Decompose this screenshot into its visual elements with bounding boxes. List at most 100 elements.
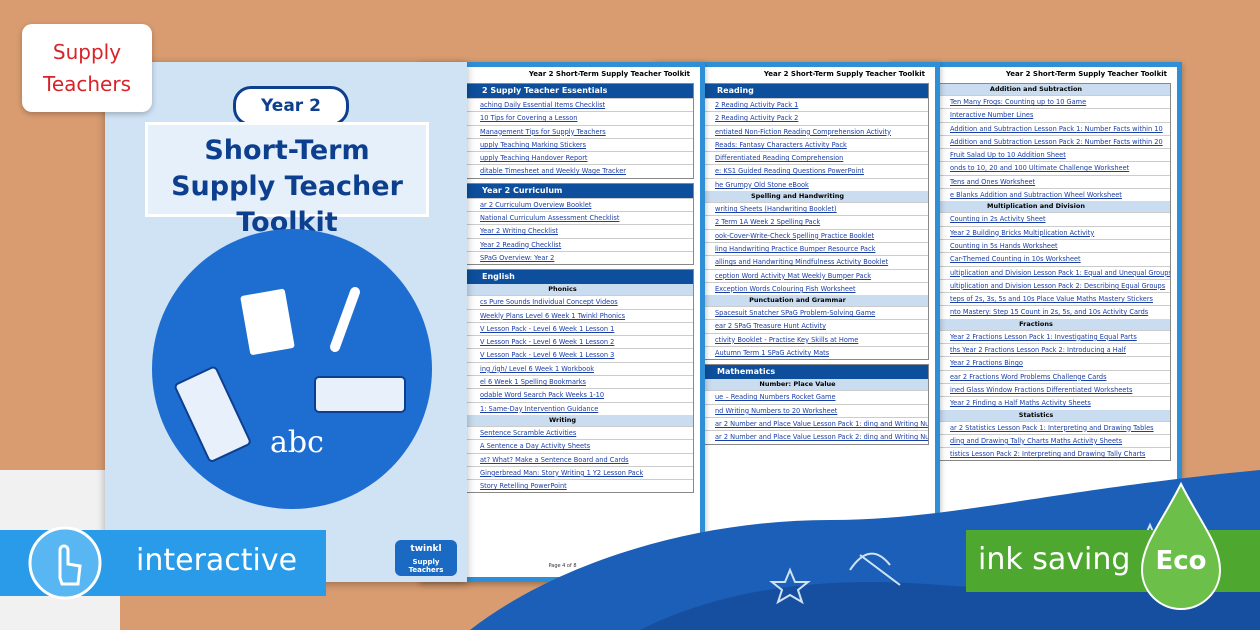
resource-link: ar 2 Number and Place Value Lesson Pack … — [667, 430, 928, 443]
resource-link: Year 2 Fractions Bingo — [902, 356, 1170, 369]
resource-link: entiated Non-Fiction Reading Comprehensi… — [667, 124, 928, 138]
group-heading: Writing — [432, 414, 693, 426]
resource-link: el 6 Week 1 Spelling Bookmarks — [432, 375, 693, 388]
group-heading: Spelling and Handwriting — [667, 191, 928, 203]
resource-link: ing /igh/ Level 6 Week 1 Workbook — [432, 361, 693, 375]
resource-link: onds to 10, 20 and 100 Ultimate Challeng… — [902, 161, 1170, 174]
resource-link: Counting in 2s Activity Sheet — [902, 212, 1170, 225]
eco-label: Eco — [1155, 546, 1207, 576]
resource-link: Story Retelling PowerPoint — [432, 479, 693, 492]
resource-link: ue – Reading Numbers Rocket Game — [667, 390, 928, 403]
resource-link: Interactive Number Lines — [902, 108, 1170, 121]
resource-link: upply Teaching Handover Report — [432, 151, 693, 164]
resource-link: ear 2 Fractions Word Problems Challenge … — [902, 369, 1170, 383]
cover-title: Short-Term Supply Teacher Toolkit — [145, 122, 429, 238]
resource-link: ear 2 SPaG Treasure Hunt Activity — [667, 319, 928, 332]
resource-link: ception Word Activity Mat Weekly Bumper … — [667, 268, 928, 282]
resource-link: ctivity Booklet - Practise Key Skills at… — [667, 332, 928, 346]
resource-link: SPaG Overview: Year 2 — [432, 250, 693, 264]
resource-section: 2 Supply Teacher Essentials aching Daily … — [431, 83, 694, 179]
resource-link: V Lesson Pack - Level 6 Week 1 Lesson 2 — [432, 335, 693, 348]
ink-label: ink saving — [978, 542, 1131, 577]
resource-link: ook-Cover-Write-Check Spelling Practice … — [667, 228, 928, 242]
logo-sub: Supply Teachers — [408, 558, 444, 574]
category-tag: Supply Teachers — [22, 24, 152, 112]
resource-link: Reads: Fantasy Characters Activity Pack — [667, 137, 928, 151]
resource-link: upply Teaching Marking Stickers — [432, 137, 693, 151]
resource-link: tistics Lesson Pack 2: Interpreting and … — [902, 447, 1170, 460]
resource-section: Year 2 Curriculum ar 2 Curriculum Overvie… — [431, 182, 694, 266]
resource-link: Addition and Subtraction Lesson Pack 2: … — [902, 134, 1170, 148]
group-heading: Number: Place Value — [667, 379, 928, 391]
resource-link: ding and Drawing Tally Charts Maths Acti… — [902, 433, 1170, 447]
group-heading: Multiplication and Division — [902, 201, 1170, 213]
resource-link: Autumn Term 1 SPaG Activity Mats — [667, 346, 928, 359]
eco-drop — [1140, 482, 1222, 610]
resource-link: Counting in 5s Hands Worksheet — [902, 238, 1170, 252]
resource-link: Tens and Ones Worksheet — [902, 174, 1170, 188]
logo: twinkl Supply Teachers — [395, 540, 457, 576]
resource-link: ar 2 Number and Place Value Lesson Pack … — [667, 416, 928, 430]
resource-link: aching Daily Essential Items Checklist — [432, 98, 693, 111]
cover: Year 2 Short-Term Supply Teacher Toolkit… — [105, 62, 467, 582]
interactive-banner: interactive — [0, 526, 326, 600]
section-title: English — [432, 270, 693, 285]
resource-link: 1: Same-Day Intervention Guidance — [432, 401, 693, 415]
page-footer: Page 4 of 8 — [548, 563, 577, 569]
page-header: Year 2 Short-Term Supply Teacher Toolkit — [1005, 70, 1167, 78]
section-title: 2 Supply Teacher Essentials — [432, 84, 693, 98]
resource-link: ditable Timesheet and Weekly Wage Tracke… — [432, 164, 693, 177]
resource-link: V Lesson Pack - Level 6 Week 1 Lesson 3 — [432, 348, 693, 361]
abc-icon: abc — [270, 425, 324, 460]
group-heading: Phonics — [432, 284, 693, 296]
resource-link: odable Word Search Pack Weeks 1-10 — [432, 388, 693, 401]
resource-link: nto Mastery: Step 15 Count in 2s, 5s, an… — [902, 305, 1170, 318]
group-heading: Addition and Subtraction — [902, 84, 1170, 95]
resource-link: ined Glass Window Fractions Differentiat… — [902, 382, 1170, 396]
resource-link: Year 2 Reading Checklist — [432, 237, 693, 251]
resource-link: ultiplication and Division Lesson Pack 2… — [902, 278, 1170, 292]
resource-link: teps of 2s, 3s, 5s and 10s Place Value M… — [902, 292, 1170, 305]
cover-illustration: abc — [152, 229, 432, 509]
resource-link: Car-Themed Counting in 10s Worksheet — [902, 252, 1170, 265]
resource-link: ar 2 Statistics Lesson Pack 1: Interpret… — [902, 420, 1170, 434]
resource-link: Differentiated Reading Comprehension — [667, 151, 928, 164]
resource-link: at? What? Make a Sentence Board and Card… — [432, 452, 693, 466]
interactive-label: interactive — [136, 543, 298, 578]
resource-link: Year 2 Finding a Half Maths Activity She… — [902, 396, 1170, 409]
resource-link: Weekly Plans Level 6 Week 1 Twinkl Phoni… — [432, 308, 693, 322]
resource-link: A Sentence a Day Activity Sheets — [432, 439, 693, 452]
resource-link: Spacesuit Snatcher SPaG Problem-Solving … — [667, 306, 928, 319]
group-heading: Fractions — [902, 318, 1170, 330]
resource-link: ar 2 Curriculum Overview Booklet — [432, 197, 693, 211]
page-header: Year 2 Short-Term Supply Teacher Toolkit — [763, 70, 925, 78]
resource-link: Gingerbread Man: Story Writing 1 Y2 Less… — [432, 465, 693, 479]
resource-link: Sentence Scramble Activities — [432, 425, 693, 439]
section-title: Reading — [667, 84, 928, 98]
resource-link: Addition and Subtraction Lesson Pack 1: … — [902, 121, 1170, 135]
resource-link: Exception Words Colouring Fish Worksheet — [667, 281, 928, 295]
document-page: Year 2 Short-Term Supply Teacher Toolkit… — [420, 62, 705, 582]
resource-link: e: KS1 Guided Reading Questions PowerPoi… — [667, 164, 928, 177]
resource-link: 2 Reading Activity Pack 2 — [667, 111, 928, 124]
resource-link: Year 2 Writing Checklist — [432, 224, 693, 237]
resource-link: ultiplication and Division Lesson Pack 1… — [902, 265, 1170, 279]
resource-link: e Blanks Addition and Subtraction Wheel … — [902, 188, 1170, 201]
resource-link: cs Pure Sounds Individual Concept Videos — [432, 295, 693, 308]
group-heading: Statistics — [902, 409, 1170, 421]
resource-link: Management Tips for Supply Teachers — [432, 124, 693, 138]
resource-link: 2 Term 1A Week 2 Spelling Pack — [667, 215, 928, 228]
resource-link: writing Sheets (Handwriting Booklet) — [667, 202, 928, 215]
resource-link: ths Year 2 Fractions Lesson Pack 2: Intr… — [902, 343, 1170, 356]
section-title: Mathematics — [667, 365, 928, 380]
resource-link: Year 2 Building Bricks Multiplication Ac… — [902, 225, 1170, 239]
resource-link: Year 2 Fractions Lesson Pack 1: Investig… — [902, 329, 1170, 343]
touch-icon — [28, 526, 102, 600]
resource-link: nd Writing Numbers to 20 Worksheet — [667, 403, 928, 417]
resource-section: Addition and Subtraction Ten Many Frogs: … — [901, 83, 1171, 462]
resource-link: V Lesson Pack - Level 6 Week 1 Lesson 1 — [432, 321, 693, 335]
group-heading: Punctuation and Grammar — [667, 295, 928, 307]
resource-link: ling Handwriting Practice Bumper Resourc… — [667, 241, 928, 255]
